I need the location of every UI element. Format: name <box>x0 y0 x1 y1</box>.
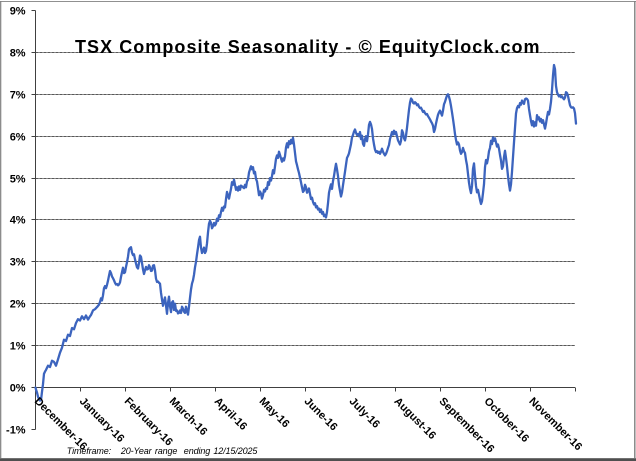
svg-text:4%: 4% <box>10 215 26 227</box>
svg-text:5%: 5% <box>10 174 26 186</box>
svg-text:Timeframe: 20-Year range en: Timeframe: 20-Year range ending 12/15/20… <box>67 446 259 456</box>
svg-text:8%: 8% <box>10 48 26 60</box>
svg-text:3%: 3% <box>10 257 26 269</box>
svg-text:9%: 9% <box>10 6 26 18</box>
svg-text:2%: 2% <box>10 299 26 311</box>
svg-text:7%: 7% <box>10 90 26 102</box>
svg-text:6%: 6% <box>10 132 26 144</box>
svg-text:1%: 1% <box>10 341 26 353</box>
svg-text:-1%: -1% <box>6 425 26 437</box>
svg-text:0%: 0% <box>10 383 26 395</box>
svg-text:TSX Composite Seasonality - ©: TSX Composite Seasonality - © EquityCloc… <box>75 37 541 57</box>
